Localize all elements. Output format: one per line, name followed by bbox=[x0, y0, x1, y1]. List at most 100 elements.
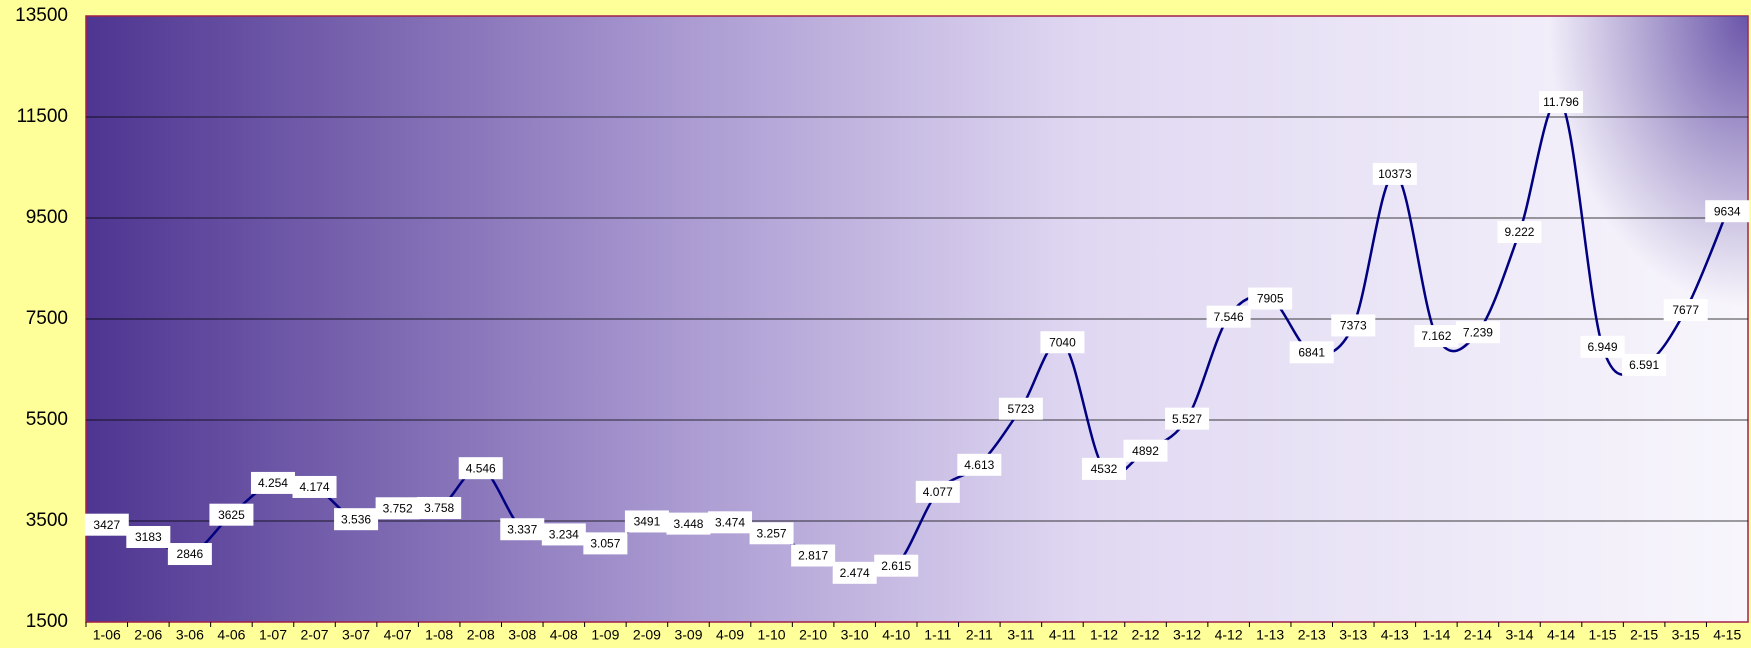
x-tick-label: 4-07 bbox=[384, 627, 412, 643]
data-label-box bbox=[209, 503, 254, 526]
data-label-box bbox=[1497, 221, 1542, 244]
x-tick-label: 3-12 bbox=[1173, 627, 1201, 643]
x-tick-label: 4-14 bbox=[1547, 627, 1575, 643]
data-label-box bbox=[1248, 287, 1293, 310]
data-label: 9634 bbox=[1714, 204, 1741, 218]
data-label: 3.758 bbox=[424, 501, 454, 515]
data-label-box bbox=[1622, 353, 1667, 376]
y-tick-label: 7500 bbox=[26, 308, 68, 329]
x-tick-label: 2-07 bbox=[301, 627, 329, 643]
data-label: 2.615 bbox=[881, 559, 911, 573]
data-label: 7.546 bbox=[1214, 310, 1244, 324]
x-tick-label: 2-06 bbox=[134, 627, 162, 643]
data-label: 2.817 bbox=[798, 549, 828, 563]
data-label: 9.222 bbox=[1504, 225, 1534, 239]
data-label: 3427 bbox=[93, 518, 120, 532]
data-label-box bbox=[583, 532, 628, 555]
x-tick-label: 1-13 bbox=[1256, 627, 1284, 643]
x-tick-label: 1-08 bbox=[425, 627, 453, 643]
y-tick-label: 9500 bbox=[26, 207, 68, 228]
data-label-box bbox=[541, 523, 586, 546]
x-tick-label: 1-06 bbox=[93, 627, 121, 643]
data-label-box bbox=[1705, 200, 1750, 223]
data-label: 7040 bbox=[1049, 335, 1076, 349]
data-label-box bbox=[84, 513, 129, 536]
x-tick-label: 2-12 bbox=[1132, 627, 1160, 643]
data-label: 7677 bbox=[1672, 303, 1699, 317]
x-tick-label: 2-11 bbox=[966, 627, 993, 643]
x-tick-label: 4-12 bbox=[1215, 627, 1243, 643]
x-tick-label: 3-06 bbox=[176, 627, 204, 643]
data-label: 5.527 bbox=[1172, 412, 1202, 426]
data-label: 4892 bbox=[1132, 444, 1159, 458]
data-label: 4.077 bbox=[923, 485, 953, 499]
x-tick-label: 3-09 bbox=[674, 627, 702, 643]
data-label: 3.536 bbox=[341, 512, 371, 526]
data-label: 3625 bbox=[218, 508, 245, 522]
x-tick-label: 1-09 bbox=[591, 627, 619, 643]
x-tick-label: 3-15 bbox=[1672, 627, 1700, 643]
x-tick-label: 4-13 bbox=[1381, 627, 1409, 643]
x-tick-label: 3-14 bbox=[1505, 627, 1533, 643]
data-label-box bbox=[126, 526, 171, 549]
data-label-box bbox=[1455, 321, 1500, 344]
data-label: 7373 bbox=[1340, 319, 1367, 333]
x-tick-label: 2-13 bbox=[1298, 627, 1326, 643]
y-tick-label: 1500 bbox=[26, 611, 68, 632]
data-label-box bbox=[832, 561, 877, 584]
data-label: 4.254 bbox=[258, 476, 288, 490]
data-label-box bbox=[957, 453, 1002, 476]
data-label-box bbox=[1040, 331, 1085, 354]
data-label-box bbox=[1165, 407, 1210, 430]
data-label: 3.448 bbox=[673, 517, 703, 531]
data-label-box bbox=[1539, 91, 1584, 114]
x-tick-label: 2-08 bbox=[467, 627, 495, 643]
data-label: 2.474 bbox=[840, 566, 870, 580]
y-tick-label: 3500 bbox=[26, 510, 68, 531]
data-label-box bbox=[666, 512, 711, 535]
x-tick-label: 1-15 bbox=[1589, 627, 1617, 643]
data-label: 6841 bbox=[1298, 345, 1325, 359]
data-label: 4.174 bbox=[300, 480, 330, 494]
x-tick-label: 1-10 bbox=[758, 627, 786, 643]
data-label-box bbox=[417, 496, 462, 519]
data-label-box bbox=[500, 518, 545, 541]
data-label-box bbox=[1331, 314, 1376, 337]
x-tick-label: 2-09 bbox=[633, 627, 661, 643]
data-label: 7905 bbox=[1257, 292, 1284, 306]
x-tick-label: 4-10 bbox=[882, 627, 910, 643]
data-label-box bbox=[1123, 439, 1168, 462]
data-label: 7.162 bbox=[1421, 329, 1451, 343]
data-label-box bbox=[1081, 457, 1126, 480]
x-tick-label: 3-07 bbox=[342, 627, 370, 643]
y-tick-label: 13500 bbox=[15, 5, 68, 26]
data-label-box bbox=[167, 543, 212, 566]
y-tick-label: 5500 bbox=[26, 409, 68, 430]
data-label: 7.239 bbox=[1463, 325, 1493, 339]
x-tick-label: 4-08 bbox=[550, 627, 578, 643]
data-label-box bbox=[998, 397, 1043, 420]
x-tick-label: 4-15 bbox=[1713, 627, 1741, 643]
data-label-box bbox=[624, 510, 669, 533]
data-label-box bbox=[708, 511, 753, 534]
data-label: 3.057 bbox=[590, 537, 620, 551]
x-tick-label: 3-11 bbox=[1007, 627, 1034, 643]
data-label-box bbox=[1414, 325, 1459, 348]
x-tick-label: 4-09 bbox=[716, 627, 744, 643]
data-label: 2846 bbox=[177, 547, 204, 561]
x-tick-label: 2-14 bbox=[1464, 627, 1492, 643]
data-label-box bbox=[1580, 335, 1625, 358]
data-label-box bbox=[292, 475, 337, 498]
x-tick-label: 1-12 bbox=[1090, 627, 1118, 643]
data-label-box bbox=[874, 554, 919, 577]
data-label-box bbox=[1206, 305, 1251, 328]
data-label: 3183 bbox=[135, 530, 162, 544]
x-tick-label: 3-13 bbox=[1339, 627, 1367, 643]
x-tick-label: 2-15 bbox=[1630, 627, 1658, 643]
data-label-box bbox=[250, 471, 295, 494]
x-tick-label: 1-07 bbox=[259, 627, 287, 643]
data-label-box bbox=[1663, 299, 1708, 322]
x-tick-label: 1-11 bbox=[924, 627, 951, 643]
